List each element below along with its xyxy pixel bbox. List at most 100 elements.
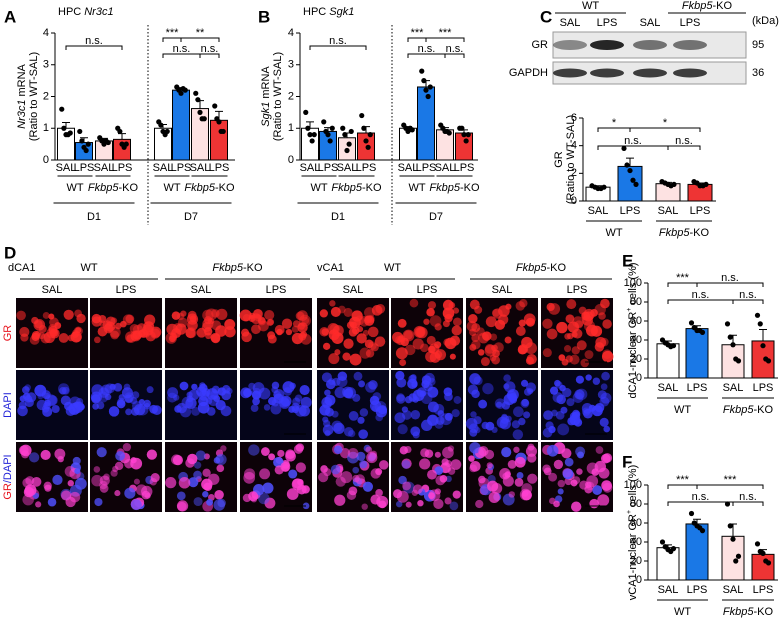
cell (65, 406, 76, 416)
x-tick-label: LPS (454, 162, 475, 174)
y-axis-label-part: + (626, 308, 633, 312)
cell (216, 464, 225, 473)
cell (469, 464, 478, 473)
data-point (79, 138, 85, 144)
cell (94, 497, 103, 507)
cell (514, 478, 524, 487)
cell (452, 317, 462, 327)
data-point (724, 501, 731, 507)
cell (469, 373, 481, 385)
cell (560, 406, 568, 414)
group-label-part: -KO (243, 262, 263, 274)
cell (379, 460, 389, 470)
data-point (688, 320, 695, 326)
unit-label: (kDa) (752, 15, 779, 27)
cell (110, 317, 118, 325)
y-axis-label: (Ratio to WT-SAL) (28, 52, 40, 141)
group-label-part: Fkbp5 (723, 404, 754, 416)
data-point (212, 103, 218, 109)
cell (132, 330, 143, 340)
cell (324, 394, 336, 406)
y-axis-label: vCA1-nuclear GR+ cells (%) (626, 465, 639, 600)
panel-letter: B (258, 7, 270, 26)
cell (527, 443, 535, 451)
data-point (348, 128, 354, 135)
cell (362, 329, 369, 336)
cell (359, 460, 368, 469)
cell (572, 392, 584, 403)
data-point (85, 141, 91, 147)
cell (594, 342, 605, 352)
data-point (195, 97, 201, 103)
x-tick-label: SAL (398, 162, 419, 174)
cell (51, 404, 60, 414)
cell (64, 465, 76, 477)
band-label: GAPDH (509, 67, 548, 79)
significance-label: n.s. (201, 43, 219, 55)
cell (495, 401, 503, 408)
cell (601, 371, 610, 381)
data-point (61, 125, 67, 131)
cell (581, 407, 591, 416)
x-tick-label: LPS (74, 162, 95, 174)
cell (492, 349, 500, 358)
cell (52, 474, 63, 485)
day-label: D1 (87, 211, 101, 223)
data-point (423, 87, 429, 93)
cell (478, 446, 489, 457)
cell (444, 497, 452, 505)
cell (25, 476, 35, 486)
cell (69, 491, 81, 503)
cell (21, 450, 30, 459)
y-tick-label: 4 (43, 27, 49, 39)
group-label-part: Fkbp5 (429, 182, 460, 194)
significance-label: n.s. (721, 272, 739, 284)
cell (491, 355, 500, 365)
chart-title-part: Sgk1 (329, 6, 354, 18)
cell (206, 407, 216, 416)
significance-label: * (612, 117, 617, 129)
cell (292, 397, 301, 406)
group-label-part: Fkbp5 (331, 182, 362, 194)
cell (471, 323, 481, 333)
cell (31, 477, 42, 487)
cell (522, 490, 529, 497)
cell (278, 396, 290, 408)
cell (451, 409, 460, 418)
cell (248, 315, 256, 322)
cell (582, 314, 593, 326)
data-point (321, 119, 327, 125)
cell (331, 332, 344, 344)
cell (511, 420, 520, 429)
y-axis-label: Nr3c1 mRNA (16, 63, 28, 128)
cell (179, 381, 189, 391)
bar (656, 343, 680, 379)
significance-label: n.s. (329, 35, 347, 47)
significance-label: * (663, 117, 668, 129)
cell (197, 401, 210, 414)
cell (552, 392, 564, 403)
data-point (340, 125, 346, 131)
cell (599, 396, 610, 407)
cell (367, 326, 379, 338)
cell (47, 497, 57, 507)
cell (353, 371, 363, 381)
cell (595, 446, 604, 454)
cell (132, 324, 143, 335)
significance-label: n.s. (739, 289, 757, 301)
cell (282, 381, 295, 393)
cell (564, 345, 572, 353)
cell (248, 444, 260, 456)
cell (363, 444, 371, 452)
cell (404, 344, 416, 356)
group-label-part: WT (582, 0, 599, 12)
cell (202, 491, 209, 498)
data-point (361, 125, 367, 131)
cell (59, 387, 67, 395)
cell (594, 303, 606, 316)
significance-label: *** (439, 27, 453, 39)
cell (482, 331, 492, 341)
data-point (730, 342, 736, 348)
cell (177, 501, 187, 512)
cell (549, 386, 559, 395)
